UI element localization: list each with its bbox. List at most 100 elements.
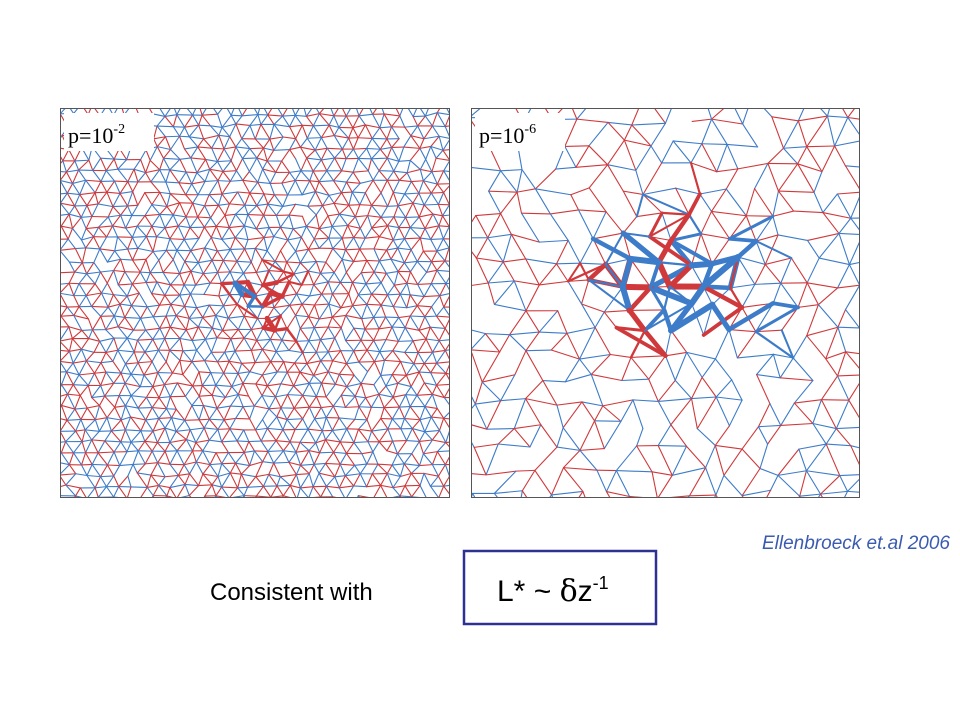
network-edge	[393, 270, 399, 286]
network-edge	[158, 294, 166, 306]
network-edge	[68, 271, 76, 284]
network-edge	[701, 143, 728, 146]
network-edge	[61, 305, 68, 308]
network-edge	[149, 109, 154, 115]
network-edge	[164, 294, 172, 305]
network-edge	[241, 362, 251, 373]
network-edge	[331, 213, 340, 228]
network-edge	[423, 472, 439, 477]
network-edge	[172, 202, 181, 216]
network-edge	[130, 395, 147, 398]
network-edge	[222, 329, 232, 340]
network-edge	[314, 418, 323, 432]
network-edge	[104, 382, 115, 397]
network-edge	[728, 237, 758, 243]
network-edge	[294, 303, 303, 316]
network-edge	[777, 190, 795, 212]
network-edge	[806, 232, 840, 242]
network-edge	[247, 485, 265, 488]
network-edge	[78, 273, 88, 285]
network-edge	[250, 328, 258, 341]
network-edge	[314, 181, 320, 193]
network-edge	[275, 339, 283, 353]
network-edge	[475, 214, 489, 239]
network-edge	[61, 225, 69, 240]
network-edge	[229, 472, 239, 489]
network-edge	[124, 405, 139, 409]
network-edge	[202, 314, 217, 319]
network-edge	[338, 115, 347, 128]
network-edge	[373, 374, 382, 386]
network-edge	[443, 170, 449, 181]
network-edge	[266, 383, 282, 387]
network-edge	[198, 385, 203, 397]
network-edge	[151, 407, 160, 419]
network-edge	[412, 109, 418, 118]
network-edge	[113, 303, 121, 317]
network-edge	[351, 272, 362, 283]
network-edge	[642, 193, 663, 214]
network-edge	[61, 419, 68, 431]
network-edge	[288, 461, 302, 466]
network-edge	[179, 157, 192, 160]
network-edge	[208, 418, 219, 430]
network-edge	[341, 237, 347, 251]
network-edge	[579, 262, 607, 265]
network-edge	[250, 261, 257, 274]
network-edge	[164, 227, 171, 240]
network-edge	[555, 262, 581, 265]
network-edge	[210, 217, 217, 227]
network-edge	[145, 159, 151, 174]
network-edge	[130, 373, 145, 376]
network-edge	[340, 350, 348, 365]
network-edge	[397, 270, 408, 284]
network-edge	[487, 261, 504, 284]
network-edge	[208, 418, 225, 421]
network-edge	[81, 247, 87, 264]
network-edge	[550, 490, 584, 496]
network-edge	[538, 310, 559, 333]
network-edge	[715, 396, 743, 401]
network-edge	[472, 403, 476, 409]
network-edge	[393, 205, 399, 218]
network-edge	[386, 440, 394, 452]
network-edge	[767, 424, 782, 445]
network-edge	[117, 349, 127, 365]
network-edge	[710, 210, 731, 240]
network-edge	[636, 427, 644, 447]
network-edge	[221, 191, 239, 195]
network-edge	[275, 272, 296, 284]
network-edge	[137, 407, 147, 421]
network-edge	[325, 485, 334, 497]
network-edge	[250, 317, 259, 331]
network-edge	[581, 401, 596, 422]
network-edge	[757, 424, 782, 428]
network-edge	[130, 430, 142, 443]
network-edge	[318, 462, 327, 474]
network-edge	[515, 469, 536, 472]
network-edge	[333, 258, 343, 274]
network-edge	[602, 405, 622, 422]
network-edge	[169, 450, 178, 465]
network-edge	[130, 395, 139, 409]
network-edge	[124, 351, 135, 365]
network-edge	[436, 372, 447, 386]
network-edge	[249, 450, 256, 467]
network-edge	[623, 139, 652, 147]
network-edge	[387, 294, 394, 308]
network-edge	[398, 316, 406, 329]
network-edge	[333, 271, 341, 283]
network-edge	[217, 204, 226, 217]
network-edge	[184, 126, 190, 138]
network-edge	[267, 440, 277, 452]
network-edge	[157, 349, 167, 363]
network-edge	[345, 261, 355, 273]
network-edge	[117, 283, 133, 286]
network-edge	[66, 192, 76, 207]
network-edge	[669, 232, 703, 243]
network-edge	[576, 109, 587, 120]
network-edge	[203, 138, 213, 149]
network-edge	[361, 303, 368, 320]
network-edge	[113, 269, 119, 286]
network-edge	[327, 316, 333, 328]
